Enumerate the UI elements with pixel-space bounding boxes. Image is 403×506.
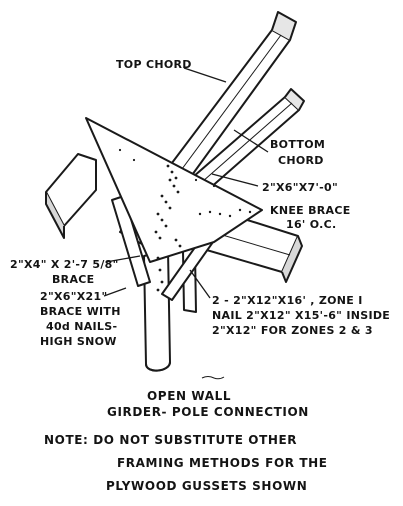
leader-bottom-chord — [233, 129, 269, 153]
label-nailed-brace-line2: BRACE WITH — [40, 305, 121, 318]
leader-girder — [189, 269, 211, 299]
label-nailed-brace-size: 2"X6"X21" — [40, 290, 108, 303]
leader-knee-brace — [211, 173, 259, 187]
leader-top-chord — [183, 67, 227, 83]
label-knee-brace-size: 2"X6"X7'-0" — [262, 181, 339, 194]
leader-brace — [105, 255, 141, 263]
label-girder-line3: 2"X12" FOR ZONES 2 & 3 — [212, 324, 373, 337]
caption-line2: GIRDER- POLE CONNECTION — [107, 405, 309, 419]
note-line2: FRAMING METHODS FOR THE — [117, 456, 328, 470]
label-bottom-chord-line2: CHORD — [278, 154, 324, 167]
caption-line1: OPEN WALL — [147, 389, 232, 403]
label-knee-brace-spacing: 16' O.C. — [286, 218, 337, 231]
girder-left-end — [45, 153, 97, 239]
label-girder-line2: NAIL 2"X12" X15'-6" INSIDE — [212, 309, 391, 322]
leader-nailed-brace — [103, 287, 127, 297]
pole — [143, 249, 171, 372]
label-knee-brace-name: KNEE BRACE — [270, 204, 351, 217]
label-nailed-brace-line4: HIGH SNOW — [40, 335, 117, 348]
label-top-chord: TOP CHORD — [116, 58, 192, 71]
label-nailed-brace-line3: 40d NAILS- — [46, 320, 118, 333]
label-bottom-chord-line1: BOTTOM — [270, 138, 326, 151]
label-brace-size: 2"X4" X 2'-7 5/8" — [10, 258, 119, 271]
plywood-gusset — [85, 117, 263, 263]
note-line3: PLYWOOD GUSSETS SHOWN — [106, 479, 308, 493]
label-brace-name: BRACE — [52, 273, 95, 286]
gusset-nails — [118, 148, 252, 292]
label-girder-line1: 2 - 2"X12"X16' , ZONE I — [212, 294, 363, 307]
note-line1: NOTE: DO NOT SUBSTITUTE OTHER — [44, 433, 298, 447]
ground-mark — [201, 376, 225, 380]
